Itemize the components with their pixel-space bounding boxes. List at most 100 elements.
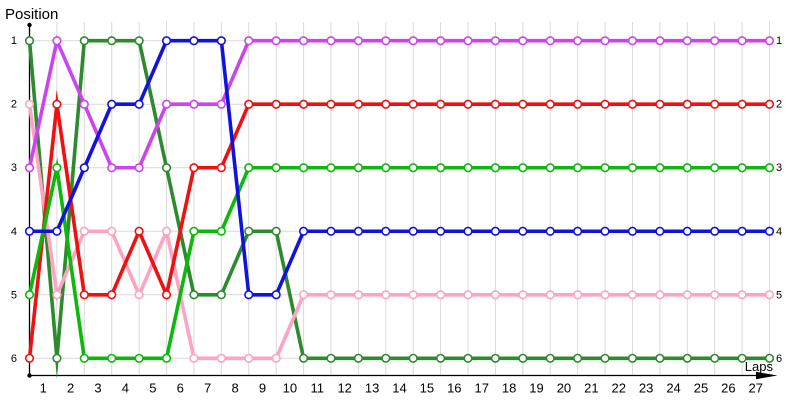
data-point-blue — [436, 226, 446, 236]
data-point-pink — [52, 290, 62, 300]
data-point-blue — [545, 226, 555, 236]
data-point-violet — [710, 36, 720, 46]
data-point-dark-green — [161, 163, 172, 173]
data-point-dark-green — [298, 353, 309, 363]
data-point-dark-green — [216, 290, 226, 300]
y-tick-label-left: 4 — [11, 226, 17, 238]
axis-origin-dot — [27, 373, 32, 378]
data-point-pink — [463, 290, 473, 300]
data-point-violet — [271, 36, 281, 46]
data-point-violet — [463, 36, 473, 46]
x-tick-label: 26 — [721, 381, 735, 396]
data-point-green — [764, 163, 775, 173]
data-point-green — [627, 163, 638, 173]
y-axis-title: Position — [5, 6, 58, 23]
data-point-green — [682, 163, 692, 173]
data-point-red — [682, 99, 692, 109]
data-point-blue — [298, 226, 309, 236]
data-point-pink — [161, 226, 172, 236]
data-point-pink — [682, 290, 692, 300]
data-point-pink — [545, 290, 555, 300]
x-tick-label: 12 — [337, 381, 351, 396]
data-point-blue — [326, 226, 336, 236]
data-point-violet — [655, 36, 665, 46]
data-point-dark-green — [107, 36, 117, 46]
data-point-violet — [134, 163, 144, 173]
data-point-pink — [244, 353, 254, 363]
data-point-red — [79, 290, 89, 300]
x-tick-label: 20 — [557, 381, 571, 396]
data-point-red — [353, 99, 363, 109]
data-point-dark-green — [408, 353, 418, 363]
y-tick-label-right: 3 — [776, 162, 782, 174]
data-point-green — [189, 226, 199, 236]
data-point-pink — [79, 226, 89, 236]
data-point-pink — [353, 290, 363, 300]
data-point-dark-green — [353, 353, 363, 363]
data-point-pink — [518, 290, 528, 300]
data-point-green — [52, 163, 62, 173]
data-point-green — [353, 163, 363, 173]
x-tick-label: 25 — [694, 381, 708, 396]
data-point-violet — [490, 36, 501, 46]
data-point-pink — [655, 290, 665, 300]
y-tick-label-right: 2 — [776, 99, 782, 111]
x-tick-label: 16 — [447, 381, 461, 396]
data-point-blue — [518, 226, 528, 236]
data-point-violet — [573, 36, 583, 46]
data-point-violet — [518, 36, 528, 46]
data-point-dark-green — [463, 353, 473, 363]
data-point-blue — [490, 226, 501, 236]
data-point-green — [408, 163, 418, 173]
data-point-blue — [353, 226, 363, 236]
data-point-violet — [24, 163, 35, 173]
data-point-pink — [107, 226, 117, 236]
data-point-blue — [682, 226, 692, 236]
data-point-red — [24, 353, 35, 363]
data-point-red — [298, 99, 309, 109]
data-point-green — [244, 163, 254, 173]
data-point-pink — [737, 290, 747, 300]
data-point-red — [600, 99, 610, 109]
data-point-violet — [545, 36, 555, 46]
data-point-green — [573, 163, 583, 173]
x-tick-label: 6 — [177, 381, 184, 396]
data-point-green — [134, 353, 144, 363]
data-point-green — [326, 163, 336, 173]
data-point-pink — [189, 353, 199, 363]
y-tick-label-right: 6 — [776, 353, 782, 365]
data-point-red — [764, 99, 775, 109]
data-point-dark-green — [682, 353, 692, 363]
data-point-red — [518, 99, 528, 109]
data-point-violet — [79, 99, 89, 109]
series-line-violet — [27, 34, 770, 170]
data-point-violet — [436, 36, 446, 46]
data-point-dark-green — [737, 353, 747, 363]
data-point-dark-green — [573, 353, 583, 363]
x-tick-label: 11 — [311, 381, 325, 396]
x-tick-label: 18 — [502, 381, 516, 396]
data-point-pink — [24, 99, 35, 109]
data-point-red — [134, 226, 144, 236]
y-tick-label-right: 1 — [776, 35, 782, 47]
data-point-blue — [737, 226, 747, 236]
x-tick-label: 27 — [749, 381, 763, 396]
y-tick-label-left: 6 — [11, 353, 17, 365]
data-point-blue — [627, 226, 638, 236]
y-tick-label-left: 5 — [11, 289, 17, 301]
x-tick-label: 9 — [259, 381, 266, 396]
data-point-violet — [764, 36, 775, 46]
data-point-pink — [710, 290, 720, 300]
series-line-dark-green — [27, 38, 770, 380]
data-point-blue — [161, 36, 172, 46]
data-point-violet — [627, 36, 638, 46]
data-point-dark-green — [271, 226, 281, 236]
data-point-blue — [764, 226, 775, 236]
data-point-dark-green — [52, 353, 62, 363]
y-axis-top-dot — [27, 22, 32, 28]
data-point-green — [737, 163, 747, 173]
data-point-dark-green — [244, 226, 254, 236]
